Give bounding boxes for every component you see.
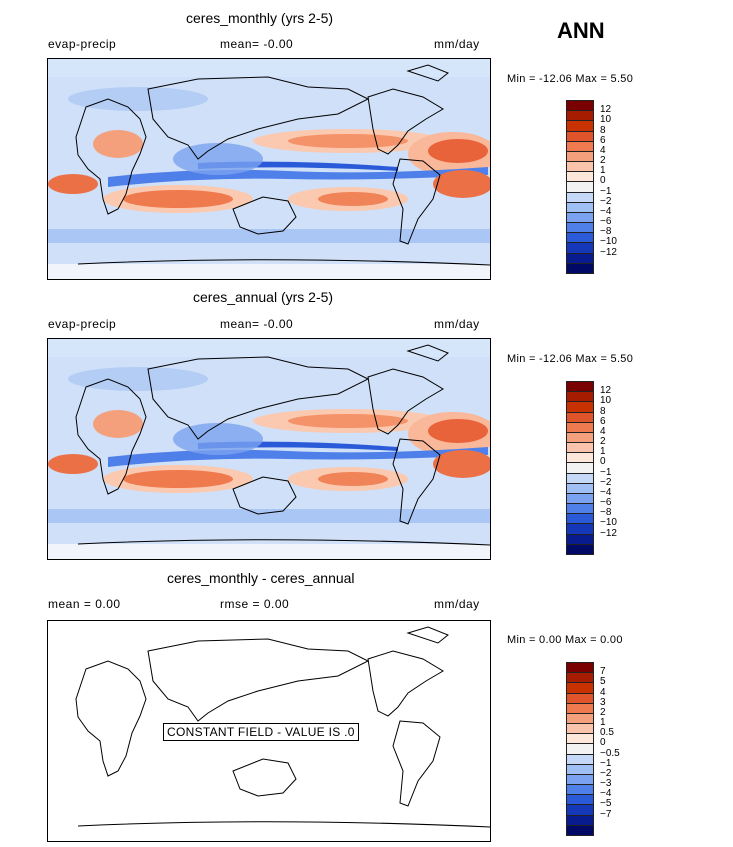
colorbar-tick-label: −5 [600,798,612,810]
colorbar-tick-label: 1 [600,446,606,458]
colorbar-tick-label: 7 [600,666,606,678]
colorbar-tick-label: 8 [600,405,606,417]
colorbar-tick-label: −8 [600,507,612,519]
panel-3-units-label: mm/day [434,597,480,611]
colorbar-tick-label: −6 [600,216,612,228]
panel-1-minmax: Min = -12.06 Max = 5.50 [507,73,634,85]
colorbar-tick-label: 0.5 [600,727,614,739]
panel-1-map [47,58,491,280]
panel-2-variable-label: evap-precip [48,317,117,331]
colorbar-tick-label: −4 [600,788,612,800]
colorbar-tick-label: 4 [600,144,606,156]
colorbar-tick-label: −7 [600,808,612,820]
colorbar-tick-label: −3 [600,778,612,790]
colorbar-tick-label: −6 [600,497,612,509]
panel-2-map [47,338,491,560]
panel-3-map: CONSTANT FIELD - VALUE IS .0 [47,620,491,842]
colorbar-tick-label: 1 [600,717,606,729]
colorbar-tick-label: −1 [600,185,612,197]
colorbar-tick-label: 12 [600,104,612,116]
colorbar-tick-label: −2 [600,476,612,488]
colorbar-tick-label: 12 [600,385,612,397]
colorbar-tick-label: 1 [600,165,606,177]
panel-2-mean-label: mean= -0.00 [220,317,294,331]
colorbar-tick-label: 5 [600,676,606,688]
panel-3-title: ceres_monthly - ceres_annual [167,570,355,586]
colorbar-cell [566,543,594,555]
colorbar-tick-label: −0.5 [600,747,620,759]
panel-1-units-label: mm/day [434,37,480,51]
constant-field-note: CONSTANT FIELD - VALUE IS .0 [163,723,359,741]
colorbar-tick-label: −10 [600,517,617,529]
colorbar-tick-label: −1 [600,757,612,769]
colorbar-tick-label: −4 [600,205,612,217]
colorbar-tick-label: 2 [600,155,606,167]
panel-1-variable-label: evap-precip [48,37,117,51]
colorbar-tick-label: 8 [600,124,606,136]
colorbar-tick-label: 0 [600,456,606,468]
colorbar-tick-label: 4 [600,425,606,437]
colorbar-tick-label: −12 [600,527,617,539]
colorbar-tick-label: 6 [600,134,606,146]
colorbar-tick-label: −2 [600,767,612,779]
colorbar-tick-label: 2 [600,706,606,718]
colorbar-tick-label: 0 [600,737,606,749]
colorbar-tick-label: 0 [600,175,606,187]
colorbar-tick-label: −4 [600,486,612,498]
colorbar-cell [566,824,594,836]
colorbar-tick-label: −10 [600,236,617,248]
panel-2-colorbar: 12 10 8 6 4 2 1 0 −1 −2 −4 −6 −8 −10 −12 [566,381,617,555]
panel-3-minmax: Min = 0.00 Max = 0.00 [507,634,623,646]
panel-1-mean-label: mean= -0.00 [220,37,294,51]
colorbar-tick-label: −2 [600,195,612,207]
panel-3-rmse-label: rmse = 0.00 [220,597,290,611]
panel-2-title: ceres_annual (yrs 2-5) [193,289,334,305]
panel-2-minmax: Min = -12.06 Max = 5.50 [507,353,634,365]
season-label: ANN [557,18,605,43]
panel-3-colorbar: 7 5 4 3 2 1 0.5 0 −0.5 −1 −2 −3 −4 −5 −7 [566,662,620,836]
colorbar-tick-label: −1 [600,466,612,478]
colorbar-tick-label: 10 [600,395,612,407]
panel-3-mean-label: mean = 0.00 [48,597,121,611]
colorbar-tick-label: 10 [600,114,612,126]
colorbar-tick-label: 2 [600,436,606,448]
panel-2-field [48,339,490,559]
panel-2-units-label: mm/day [434,317,480,331]
colorbar-cell [566,262,594,274]
colorbar-tick-label: 3 [600,696,606,708]
panel-1-colorbar: 12 10 8 6 4 2 1 0 −1 −2 −4 −6 −8 −10 −12 [566,100,617,274]
colorbar-tick-label: −12 [600,246,617,258]
colorbar-tick-label: −8 [600,226,612,238]
colorbar-tick-label: 6 [600,415,606,427]
colorbar-tick-label: 4 [600,686,606,698]
panel-1-field [48,59,490,279]
panel-1-title: ceres_monthly (yrs 2-5) [186,10,334,26]
